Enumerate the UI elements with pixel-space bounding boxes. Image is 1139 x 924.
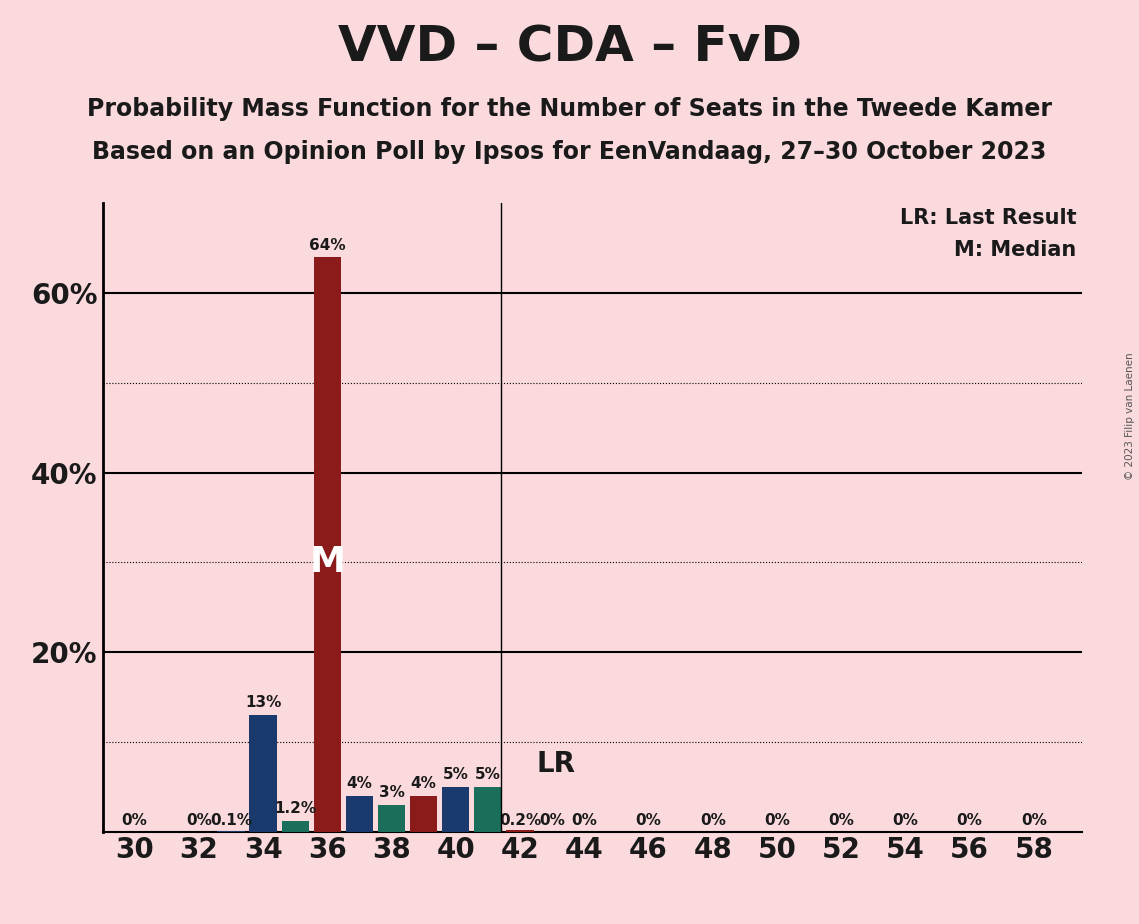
Text: VVD – CDA – FvD: VVD – CDA – FvD <box>337 23 802 71</box>
Text: M: Median: M: Median <box>954 240 1076 261</box>
Text: Based on an Opinion Poll by Ipsos for EenVandaag, 27–30 October 2023: Based on an Opinion Poll by Ipsos for Ee… <box>92 140 1047 164</box>
Text: 0%: 0% <box>764 813 789 828</box>
Text: 64%: 64% <box>309 237 345 252</box>
Text: © 2023 Filip van Laenen: © 2023 Filip van Laenen <box>1125 352 1134 480</box>
Text: LR: Last Result: LR: Last Result <box>900 208 1076 228</box>
Text: 0%: 0% <box>572 813 597 828</box>
Text: 0%: 0% <box>699 813 726 828</box>
Text: 0%: 0% <box>957 813 983 828</box>
Bar <box>346 796 374 832</box>
Bar <box>442 786 469 832</box>
Text: 0%: 0% <box>1021 813 1047 828</box>
Text: 0%: 0% <box>893 813 918 828</box>
Text: 13%: 13% <box>245 696 281 711</box>
Text: M: M <box>310 545 345 579</box>
Bar <box>410 796 437 832</box>
Text: 1.2%: 1.2% <box>274 801 317 816</box>
Text: 0.1%: 0.1% <box>210 813 252 828</box>
Text: 5%: 5% <box>475 767 501 783</box>
Bar <box>313 257 341 832</box>
Bar <box>378 805 405 832</box>
Text: 0%: 0% <box>122 813 148 828</box>
Text: 3%: 3% <box>378 785 404 800</box>
Text: 5%: 5% <box>443 767 469 783</box>
Text: 0%: 0% <box>828 813 854 828</box>
Text: Probability Mass Function for the Number of Seats in the Tweede Kamer: Probability Mass Function for the Number… <box>87 97 1052 121</box>
Bar <box>474 786 501 832</box>
Bar <box>249 715 277 832</box>
Text: LR: LR <box>536 750 575 778</box>
Bar <box>507 830 534 832</box>
Text: 0%: 0% <box>186 813 212 828</box>
Text: 4%: 4% <box>346 776 372 791</box>
Text: 0%: 0% <box>636 813 662 828</box>
Text: 0%: 0% <box>539 813 565 828</box>
Text: 4%: 4% <box>411 776 436 791</box>
Bar <box>281 821 309 832</box>
Text: 0.2%: 0.2% <box>499 813 541 828</box>
